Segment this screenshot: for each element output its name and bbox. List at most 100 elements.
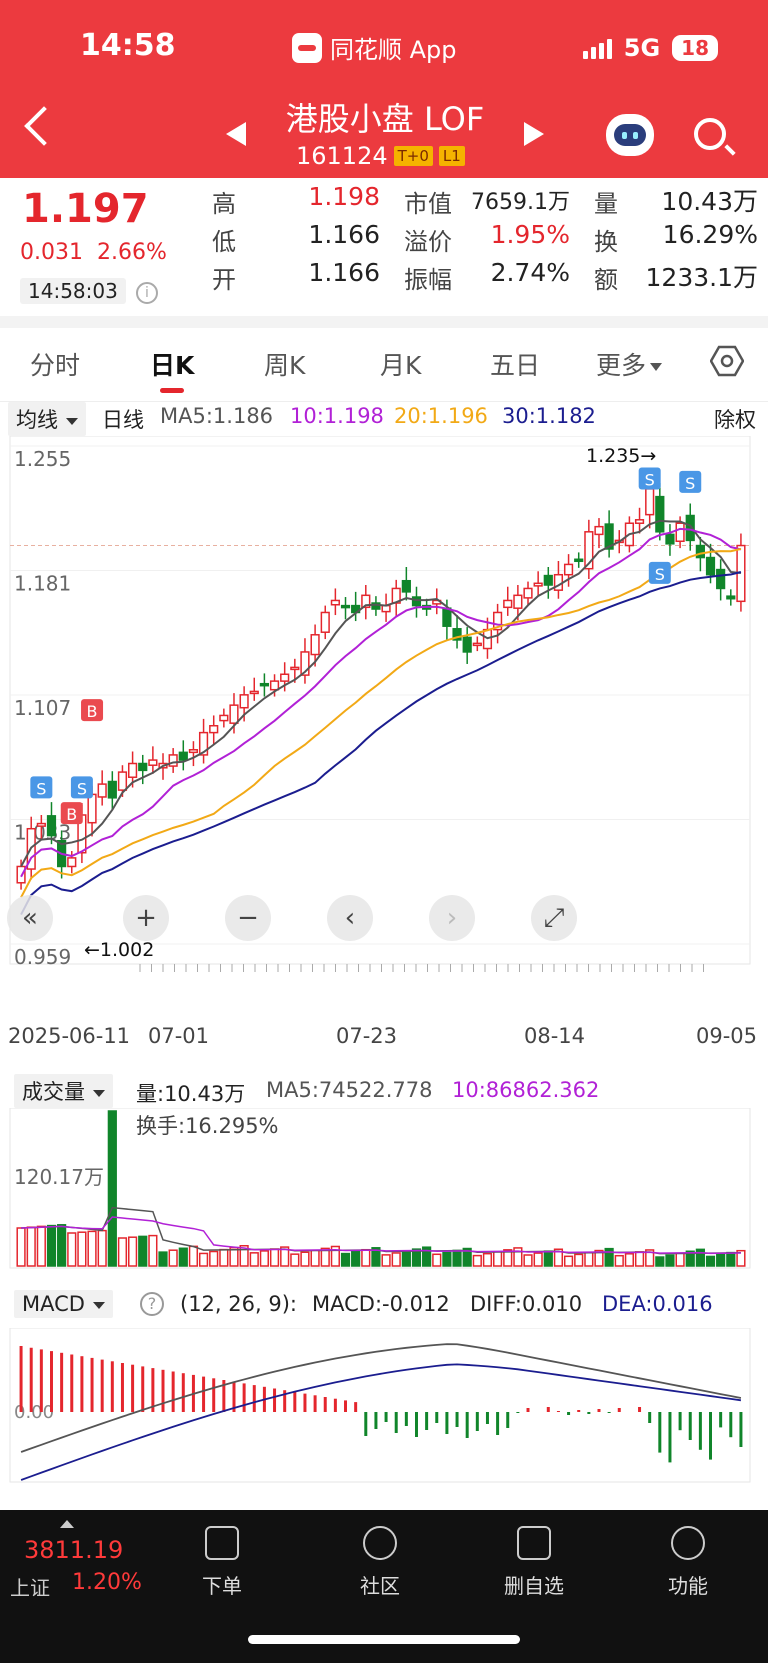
candle: [665, 533, 675, 545]
candle: [492, 611, 503, 631]
scroll-right-icon[interactable]: [429, 895, 475, 941]
chevron-down-icon: [650, 363, 663, 371]
volume-ma10-line: [21, 1216, 741, 1255]
volume-frame: [9, 1108, 751, 1269]
volume-bar: [239, 1245, 249, 1267]
candle: [16, 865, 26, 884]
volume-bar: [462, 1247, 472, 1267]
prev-stock-icon[interactable]: [226, 122, 246, 146]
nav-functions-label: 功能: [668, 1574, 708, 1598]
fullscreen-icon[interactable]: [531, 895, 577, 941]
y-tick-label: 1.255: [14, 447, 71, 471]
ma5-line: [20, 519, 742, 867]
volume-bar: [351, 1250, 361, 1267]
candle: [239, 694, 249, 709]
volume-ma10: 10:86862.362: [452, 1078, 600, 1102]
volume-bar: [634, 1251, 645, 1267]
next-stock-icon[interactable]: [524, 122, 544, 146]
macd-chart[interactable]: 0.00: [0, 1328, 768, 1486]
volume-bar: [695, 1248, 705, 1267]
macd-select[interactable]: MACD: [14, 1290, 113, 1318]
candle: [138, 762, 148, 772]
signal-label: S: [685, 474, 695, 493]
robot-assistant-icon[interactable]: [606, 114, 654, 156]
tab-intraday[interactable]: 分时: [30, 351, 81, 380]
volume-bar: [198, 1252, 209, 1267]
nav-order[interactable]: 下单: [172, 1520, 272, 1599]
date-label-start: 2025-06-11: [8, 1024, 131, 1048]
settings-hex-icon[interactable]: [710, 344, 744, 378]
back-icon[interactable]: [24, 106, 64, 146]
macd-params: (12, 26, 9):: [180, 1292, 297, 1316]
signal-label: B: [87, 702, 98, 721]
tab-monthly[interactable]: 月K: [380, 351, 422, 380]
candle: [229, 704, 239, 724]
volume-bar: [594, 1249, 604, 1267]
ma10-value: 10:1.198: [290, 404, 384, 428]
info-icon[interactable]: i: [136, 282, 158, 304]
signal-label: S: [655, 565, 665, 584]
index-up-icon: [60, 1520, 74, 1528]
menu-icon: [671, 1526, 705, 1560]
candle: [280, 673, 290, 682]
adjust-label[interactable]: 除权: [714, 408, 756, 432]
open-label: 开: [212, 266, 236, 294]
status-app[interactable]: 同花顺 App: [292, 30, 457, 65]
candle: [726, 595, 736, 600]
date-label: 07-23: [336, 1024, 398, 1048]
help-icon[interactable]: ?: [140, 1292, 164, 1316]
change-value: 0.031: [20, 240, 83, 265]
volume-select[interactable]: 成交量: [14, 1074, 113, 1108]
signal-label: S: [645, 470, 655, 489]
volume-bar: [249, 1252, 259, 1267]
candle: [340, 604, 351, 609]
signal-icon: [582, 37, 612, 59]
candle: [330, 599, 340, 606]
volume-bar: [127, 1236, 138, 1267]
zoom-out-icon[interactable]: [225, 895, 271, 941]
collapse-icon[interactable]: [7, 895, 53, 941]
tag-t0: T+0: [393, 146, 433, 166]
volume-value: 量:10.43万: [136, 1082, 246, 1106]
min-annotation: ←1.002: [84, 939, 154, 961]
volume-bar: [117, 1237, 128, 1267]
macd-zero-label: 0.00: [14, 1402, 54, 1423]
macd-select-label: MACD: [22, 1292, 85, 1316]
volume-select-label: 成交量: [22, 1080, 85, 1104]
volume-bar: [584, 1251, 594, 1267]
tab-weekly[interactable]: 周K: [264, 351, 306, 380]
indicator-select[interactable]: 均线: [8, 402, 86, 436]
volume-bar: [422, 1246, 432, 1267]
home-indicator[interactable]: [248, 1635, 520, 1644]
volume-bar: [16, 1227, 26, 1267]
nav-remove-watchlist[interactable]: 删自选: [484, 1520, 584, 1599]
nav-functions[interactable]: 功能: [638, 1520, 738, 1599]
volume-bar: [655, 1256, 665, 1267]
status-app-label: 同花顺 App: [330, 36, 457, 64]
amplitude-value: 2.74%: [490, 258, 570, 287]
period-tabs: 分时 日K 周K 月K 五日 更多: [0, 336, 768, 402]
candle: [87, 793, 97, 824]
volume-chart[interactable]: 120.17万: [0, 1108, 768, 1270]
zoom-in-icon[interactable]: [123, 895, 169, 941]
tab-daily[interactable]: 日K: [150, 351, 195, 380]
quote-panel: 1.197 0.031 2.66% 14:58:03 i 高 1.198 低 1…: [0, 178, 768, 314]
volume-y-tick: 120.17万: [14, 1165, 104, 1189]
ma20-value: 20:1.196: [394, 404, 488, 428]
candle: [675, 522, 685, 542]
scroll-left-icon[interactable]: [327, 895, 373, 941]
volume-bar: [209, 1250, 219, 1267]
candle: [523, 587, 533, 599]
tab-more[interactable]: 更多: [596, 346, 663, 382]
volume-bar: [482, 1252, 493, 1267]
nav-community[interactable]: 社区: [330, 1520, 430, 1599]
volume-bar: [300, 1251, 310, 1267]
volume-bar: [624, 1253, 635, 1267]
search-icon[interactable]: [694, 118, 726, 150]
tab-five-day[interactable]: 五日: [490, 351, 541, 380]
indicator-select-label: 均线: [16, 408, 58, 432]
index-value[interactable]: 3811.19: [24, 1536, 124, 1564]
candle: [533, 582, 543, 587]
battery-icon: 18: [672, 35, 718, 61]
